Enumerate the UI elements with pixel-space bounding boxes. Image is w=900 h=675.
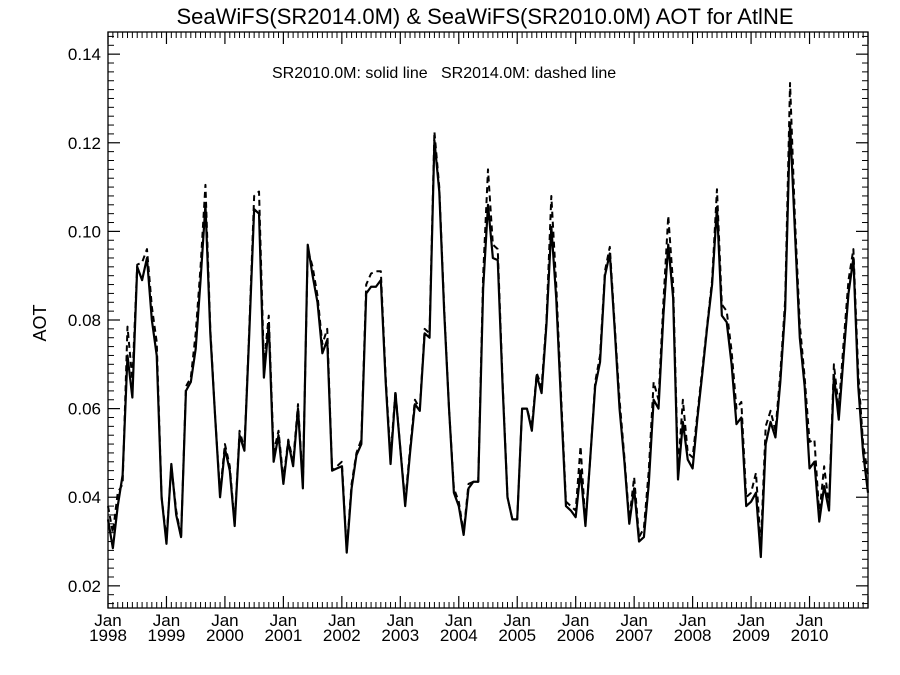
plot-frame xyxy=(107,31,869,609)
x-tick-year-label: 2005 xyxy=(498,626,536,645)
x-tick-year-label: 2004 xyxy=(440,626,478,645)
y-tick-label: 0.06 xyxy=(68,400,101,419)
y-tick-label: 0.12 xyxy=(68,134,101,153)
series-line-sr2010-0m xyxy=(106,121,870,559)
x-axis-ticks: Jan1998Jan1999Jan2000Jan2001Jan2002Jan20… xyxy=(89,32,869,645)
x-tick-month-label: Jan xyxy=(679,611,706,630)
y-tick-label: 0.10 xyxy=(68,222,101,241)
x-tick-year-label: 2007 xyxy=(615,626,653,645)
x-tick-month-label: Jan xyxy=(153,611,180,630)
y-axis-ticks: 0.02 0.04 0.06 0.08 0.10 0.12 0.14 xyxy=(68,35,868,605)
x-tick-year-label: 1998 xyxy=(89,626,127,645)
x-tick-month-label: Jan xyxy=(737,611,764,630)
x-tick-month-label: Jan xyxy=(562,611,589,630)
y-axis-label: AOT xyxy=(30,304,50,341)
x-tick-month-label: Jan xyxy=(328,611,355,630)
x-tick-year-label: 2000 xyxy=(206,626,244,645)
y-tick-label: 0.08 xyxy=(68,311,101,330)
x-tick-year-label: 2006 xyxy=(557,626,595,645)
y-tick-label: 0.14 xyxy=(68,45,101,64)
x-tick-month-label: Jan xyxy=(504,611,531,630)
x-tick-year-label: 2001 xyxy=(264,626,302,645)
x-tick-month-label: Jan xyxy=(620,611,647,630)
y-tick-label: 0.02 xyxy=(68,577,101,596)
x-tick-year-label: 2009 xyxy=(732,626,770,645)
series-lines xyxy=(106,81,870,559)
x-tick-year-label: 2003 xyxy=(381,626,419,645)
x-tick-year-label: 2010 xyxy=(791,626,829,645)
x-tick-month-label: Jan xyxy=(270,611,297,630)
x-tick-year-label: 2008 xyxy=(674,626,712,645)
y-tick-label: 0.04 xyxy=(68,488,101,507)
chart-title: SeaWiFS(SR2014.0M) & SeaWiFS(SR2010.0M) … xyxy=(176,4,793,29)
x-tick-year-label: 1999 xyxy=(148,626,186,645)
series-line-sr2014-0m xyxy=(107,81,869,552)
x-tick-month-label: Jan xyxy=(94,611,121,630)
x-tick-month-label: Jan xyxy=(445,611,472,630)
x-tick-year-label: 2002 xyxy=(323,626,361,645)
x-tick-month-label: Jan xyxy=(387,611,414,630)
series-style-note: SR2010.0M: solid line SR2014.0M: dashed … xyxy=(272,65,616,82)
x-tick-month-label: Jan xyxy=(211,611,238,630)
x-tick-month-label: Jan xyxy=(796,611,823,630)
